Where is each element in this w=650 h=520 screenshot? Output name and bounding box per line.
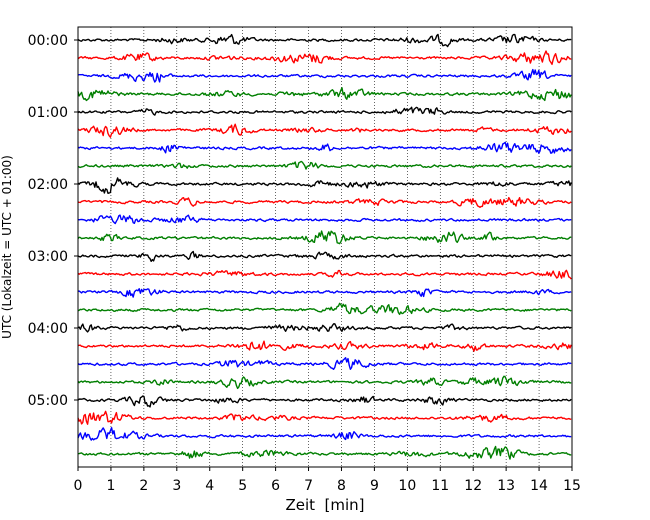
y-axis-ticks: 00:00 01:00 02:00 03:00 04:00 05:00 xyxy=(28,33,78,409)
y-tick-label: 03:00 xyxy=(28,249,68,265)
seismogram-trace xyxy=(77,141,572,154)
seismogram-trace xyxy=(77,340,572,352)
seismogram-trace xyxy=(77,357,572,370)
x-tick-label: 8 xyxy=(337,478,346,494)
y-axis-label: UTC (Lokalzeit = UTC + 01:00) xyxy=(0,155,14,339)
y-tick-label: 00:00 xyxy=(28,33,68,49)
seismogram-trace xyxy=(77,410,572,425)
vertical-gridlines xyxy=(110,27,540,467)
x-axis-ticks: 0 1 2 3 4 5 6 7 8 9 10 11 12 13 14 15 xyxy=(74,467,581,494)
y-tick-label: 04:00 xyxy=(28,321,68,337)
seismogram-trace xyxy=(77,395,572,408)
x-axis-label: Zeit [min] xyxy=(285,496,364,514)
x-tick-label: 4 xyxy=(205,478,214,494)
x-tick-label: 14 xyxy=(530,478,548,494)
seismogram-trace xyxy=(77,375,572,390)
seismogram-trace xyxy=(77,302,572,316)
seismogram-trace xyxy=(77,33,572,48)
x-tick-label: 12 xyxy=(464,478,482,494)
y-tick-label: 05:00 xyxy=(28,393,68,409)
seismogram-trace xyxy=(77,426,572,441)
x-tick-label: 7 xyxy=(304,478,313,494)
y-tick-label: 02:00 xyxy=(28,177,68,193)
x-tick-label: 2 xyxy=(139,478,148,494)
x-tick-label: 6 xyxy=(271,478,280,494)
seismogram-trace xyxy=(77,87,572,102)
x-tick-label: 5 xyxy=(238,478,247,494)
x-tick-label: 3 xyxy=(172,478,181,494)
x-tick-label: 11 xyxy=(431,478,449,494)
seismogram-traces xyxy=(77,33,572,460)
y-tick-label: 01:00 xyxy=(28,105,68,121)
seismogram-trace xyxy=(77,196,572,208)
seismogram-trace xyxy=(77,445,572,460)
seismogram-trace xyxy=(77,106,572,116)
x-tick-label: 9 xyxy=(370,478,379,494)
seismogram-trace xyxy=(77,323,572,333)
seismogram-trace xyxy=(77,214,572,225)
seismogram-trace xyxy=(77,288,572,298)
seismogram-trace xyxy=(77,123,572,138)
x-tick-label: 10 xyxy=(398,478,416,494)
seismogram-trace xyxy=(77,230,572,245)
x-tick-label: 13 xyxy=(497,478,515,494)
plot-frame xyxy=(77,26,573,468)
seismogram-trace xyxy=(77,250,572,262)
seismogram-trace xyxy=(77,50,572,66)
seismogram-trace xyxy=(77,160,572,170)
x-tick-label: 1 xyxy=(106,478,115,494)
seismogram-trace xyxy=(77,68,572,83)
seismogram-trace xyxy=(77,177,572,194)
x-tick-label: 0 xyxy=(74,478,83,494)
x-tick-label: 15 xyxy=(563,478,581,494)
seismogram-trace xyxy=(77,269,572,280)
